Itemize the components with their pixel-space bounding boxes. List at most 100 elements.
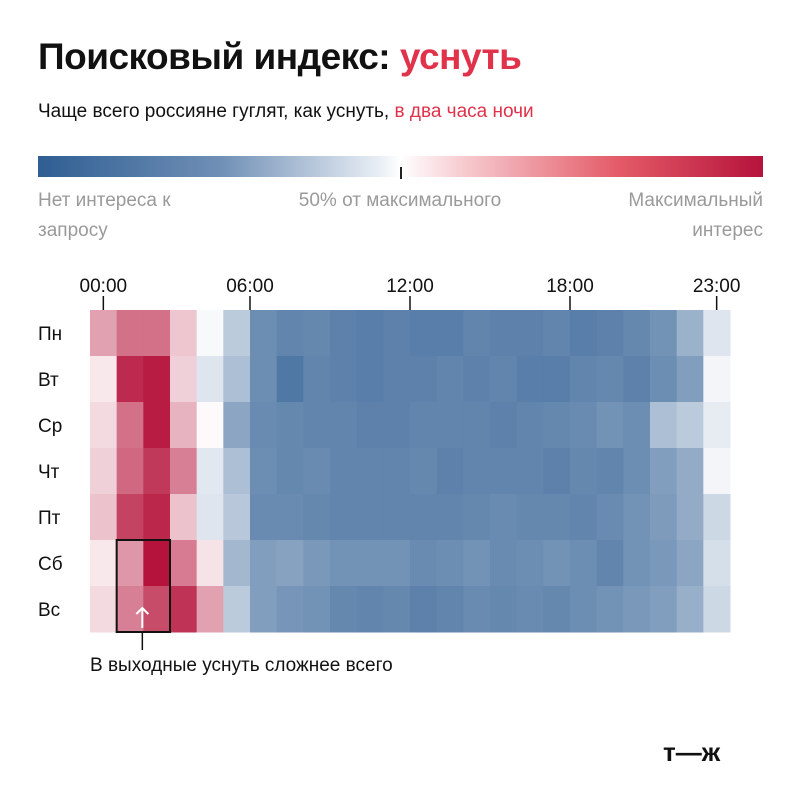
heatmap-cell: [276, 586, 304, 633]
heatmap-cell: [383, 540, 411, 587]
heatmap-cell: [703, 540, 731, 587]
heatmap-cell: [90, 310, 118, 357]
heatmap-cell: [143, 448, 171, 495]
heatmap-cell: [596, 402, 624, 449]
heatmap-cell: [196, 540, 224, 587]
color-scale-bar: [38, 156, 763, 177]
heatmap-cell: [90, 448, 118, 495]
heatmap-cell: [250, 356, 278, 403]
heatmap-cell: [170, 448, 198, 495]
heatmap-cell: [623, 448, 651, 495]
heatmap-cell: [143, 540, 171, 587]
heatmap-cell: [223, 402, 251, 449]
heatmap-cell: [516, 540, 544, 587]
heatmap-cell: [90, 586, 118, 633]
row-label: Пн: [38, 324, 62, 345]
chart-title-main: Поисковый индекс:: [38, 36, 391, 77]
heatmap-cell: [516, 310, 544, 357]
heatmap-cell: [490, 540, 518, 587]
heatmap-cell: [596, 540, 624, 587]
heatmap-cell: [116, 310, 144, 357]
heatmap-cell: [330, 586, 358, 633]
heatmap-cell: [436, 448, 464, 495]
heatmap-cell: [516, 356, 544, 403]
heatmap-cell: [383, 356, 411, 403]
legend-label-middle: 50% от максимального: [298, 190, 502, 211]
logo-text: т—ж: [663, 741, 721, 765]
row-label: Вс: [38, 600, 60, 621]
heatmap-cell: [223, 310, 251, 357]
tzh-logo: т—ж: [663, 741, 721, 765]
heatmap-cell: [463, 402, 491, 449]
x-tick-label: 06:00: [226, 276, 274, 297]
heatmap-cell: [90, 402, 118, 449]
heatmap-cell: [116, 494, 144, 541]
heatmap-cell: [116, 586, 144, 633]
heatmap-cell: [170, 356, 198, 403]
heatmap-cell: [170, 310, 198, 357]
heatmap-cell: [463, 586, 491, 633]
heatmap-cell: [676, 494, 704, 541]
heatmap-cell: [303, 402, 331, 449]
chart-title: Поисковый индекс: уснуть: [38, 36, 522, 78]
heatmap-cell: [116, 402, 144, 449]
heatmap-cell: [463, 356, 491, 403]
heatmap-cell: [703, 356, 731, 403]
heatmap-cell: [543, 586, 571, 633]
heatmap-cell: [463, 494, 491, 541]
x-tick-label: 12:00: [386, 276, 434, 297]
heatmap-cell: [570, 310, 598, 357]
heatmap-cell: [410, 402, 438, 449]
arrow-head-icon: [135, 606, 150, 615]
heatmap-cell: [650, 310, 678, 357]
heatmap-cell: [650, 586, 678, 633]
heatmap-cell: [516, 448, 544, 495]
row-label: Пт: [38, 508, 61, 529]
heatmap-cell: [410, 494, 438, 541]
heatmap-cell: [303, 540, 331, 587]
heatmap-cell: [196, 586, 224, 633]
heatmap-cell: [303, 310, 331, 357]
heatmap-cell: [703, 494, 731, 541]
heatmap-chart: 00:00 06:00 12:00 18:00 23:00 Пн Вт Ср Чт Пт Сб Вс В…: [38, 276, 741, 676]
heatmap-cell: [570, 448, 598, 495]
heatmap-cell: [570, 494, 598, 541]
heatmap-cell: [703, 310, 731, 357]
heatmap-cell: [143, 586, 171, 633]
heatmap-cell: [383, 402, 411, 449]
heatmap-cell: [436, 310, 464, 357]
heatmap-cell: [410, 540, 438, 587]
legend-label-high: Максимальный интерес: [628, 190, 763, 241]
heatmap-cell: [490, 448, 518, 495]
heatmap-cell: [676, 356, 704, 403]
chart-title-accent: уснуть: [399, 36, 522, 77]
heatmap-cell: [463, 448, 491, 495]
heatmap-cell: [330, 494, 358, 541]
heatmap-cell: [623, 586, 651, 633]
heatmap-cell: [276, 356, 304, 403]
heatmap-cell: [276, 540, 304, 587]
heatmap-cell: [703, 402, 731, 449]
heatmap-cell: [143, 310, 171, 357]
heatmap-cell: [383, 310, 411, 357]
heatmap-cell: [383, 448, 411, 495]
heatmap-cell: [490, 586, 518, 633]
heatmap-cell: [623, 402, 651, 449]
heatmap-cell: [356, 586, 384, 633]
heatmap-cell: [596, 494, 624, 541]
row-label: Ср: [38, 416, 62, 437]
color-scale-midpoint-tick: [400, 167, 402, 179]
heatmap-cell: [490, 356, 518, 403]
heatmap-cell: [596, 448, 624, 495]
heatmap-cell: [303, 586, 331, 633]
heatmap-cell: [170, 402, 198, 449]
x-tick-label: 23:00: [693, 276, 741, 297]
heatmap-cell: [650, 494, 678, 541]
heatmap-cell: [330, 448, 358, 495]
heatmap-cell: [650, 448, 678, 495]
heatmap-cell: [250, 540, 278, 587]
heatmap-cell: [463, 540, 491, 587]
heatmap-cell: [223, 494, 251, 541]
heatmap-cell: [516, 494, 544, 541]
heatmap-cell: [703, 448, 731, 495]
